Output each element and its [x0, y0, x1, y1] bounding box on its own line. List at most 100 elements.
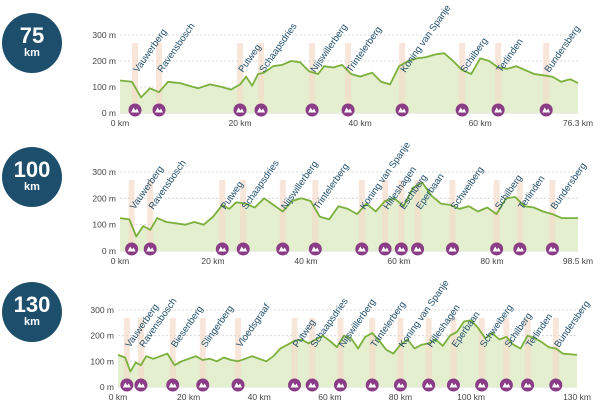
profile-line	[119, 181, 578, 238]
mountain-icon	[355, 242, 369, 256]
mountain-icon	[128, 103, 142, 117]
mountain-icon	[499, 378, 513, 392]
mountain-icon	[233, 103, 247, 117]
badge-unit: km	[24, 181, 40, 193]
x-tick-label: 76.3 km	[563, 118, 593, 128]
badge-value: 75	[19, 23, 45, 48]
climb-band	[495, 43, 502, 113]
mountain-icon	[521, 378, 535, 392]
mountain-icon	[394, 242, 408, 256]
x-tick-label: 100 km	[457, 392, 485, 402]
mountain-icon	[276, 242, 290, 256]
mountain-icon	[305, 103, 319, 117]
climb-band	[549, 180, 556, 251]
y-tick-label: 300 m	[90, 305, 114, 315]
mountain-icon	[333, 378, 347, 392]
climb-band	[450, 318, 457, 387]
mountain-icon	[393, 378, 407, 392]
x-tick-label: 0 km	[111, 118, 129, 128]
x-tick-label: 0 km	[111, 256, 129, 266]
mountain-icon	[445, 242, 459, 256]
mountain-icon	[455, 103, 469, 117]
climb-band	[493, 180, 500, 251]
y-tick-label: 0 m	[102, 108, 116, 118]
mountain-icon	[166, 378, 180, 392]
x-tick-label: 60 km	[469, 118, 492, 128]
mountain-icon	[446, 378, 460, 392]
profile-area	[120, 182, 578, 251]
mountain-icon	[549, 378, 563, 392]
climb-band	[449, 180, 456, 251]
badge-value: 130	[13, 292, 51, 317]
profile-panel-75: 75 km 0 m 100 m 200 m 300 m 0 km 20 km 40 km 60…	[0, 0, 600, 135]
badge-value: 100	[13, 157, 51, 182]
x-tick-label: 40 km	[349, 118, 372, 128]
x-tick-label: 20 km	[201, 256, 224, 266]
mountain-icon	[196, 378, 210, 392]
y-tick-label: 300 m	[92, 167, 116, 177]
climb-band	[235, 318, 242, 387]
mountain-icon	[395, 103, 409, 117]
climb-band	[459, 43, 466, 113]
y-tick-label: 100 m	[92, 220, 116, 230]
climb-band	[398, 180, 405, 251]
climb-band	[478, 318, 485, 387]
climb-band	[524, 318, 531, 387]
mountain-icon	[422, 378, 436, 392]
mountain-icon	[545, 242, 559, 256]
climb-band	[137, 318, 144, 387]
mountain-icon	[378, 242, 392, 256]
climb-band	[219, 180, 226, 251]
elevation-chart: 0 m 100 m 200 m 300 m 0 km 20 km 40 km 60 km 80 …	[90, 278, 592, 402]
climb-band	[128, 180, 135, 251]
x-tick-label: 130 km	[563, 392, 591, 402]
climb-label: Koning van Spanje	[397, 278, 452, 350]
climb-band	[382, 180, 389, 251]
profile-panel-130: 130 km 0 m 100 m 200 m 300 m 0 km 20 km 40 km 6…	[0, 270, 600, 406]
climb-band	[414, 180, 421, 251]
profile-panel-100: 100 km 0 m 100 m 200 m 300 m 0 km 20 km 40 km 6…	[0, 135, 600, 270]
mountain-icon	[491, 103, 505, 117]
mountain-icon	[236, 242, 250, 256]
x-tick-label: 80 km	[389, 392, 412, 402]
distance-badge: 130 km	[2, 282, 62, 342]
mountain-icon	[143, 242, 157, 256]
mountain-icon	[513, 242, 527, 256]
x-tick-label: 98.5 km	[563, 256, 593, 266]
climb-band	[337, 318, 344, 387]
mountain-icon	[125, 242, 139, 256]
x-tick-label: 40 km	[294, 256, 317, 266]
climb-band	[345, 43, 352, 113]
mountain-icon	[539, 103, 553, 117]
y-tick-label: 200 m	[90, 331, 114, 341]
climb-band	[156, 43, 163, 113]
climb-band	[425, 318, 432, 387]
climb-band	[291, 318, 298, 387]
x-tick-label: 40 km	[248, 392, 271, 402]
y-tick-label: 200 m	[92, 193, 116, 203]
x-tick-label: 60 km	[387, 256, 410, 266]
climb-band	[169, 318, 176, 387]
mountain-icon	[411, 242, 425, 256]
badge-unit: km	[24, 47, 40, 59]
climb-band	[516, 180, 523, 251]
profile-area	[118, 320, 577, 387]
mountain-icon	[231, 378, 245, 392]
climb-band	[309, 43, 316, 113]
climb-band	[199, 318, 206, 387]
x-tick-label: 0 km	[109, 392, 127, 402]
mountain-icon	[288, 378, 302, 392]
y-tick-label: 0 m	[100, 382, 114, 392]
climb-band	[552, 318, 559, 387]
climb-band	[309, 318, 316, 387]
x-tick-label: 20 km	[228, 118, 251, 128]
mountain-icon	[365, 378, 379, 392]
climb-band	[240, 180, 247, 251]
climb-band	[399, 43, 406, 113]
climb-band	[312, 180, 319, 251]
elevation-chart: 0 m 100 m 200 m 300 m 0 km 20 km 40 km 60 km 76.…	[92, 3, 593, 128]
x-tick-label: 80 km	[480, 256, 503, 266]
elevation-chart: 0 m 100 m 200 m 300 m 0 km 20 km 40 km 60 km 80 …	[92, 140, 593, 266]
mountain-icon	[475, 378, 489, 392]
mountain-icon	[152, 103, 166, 117]
